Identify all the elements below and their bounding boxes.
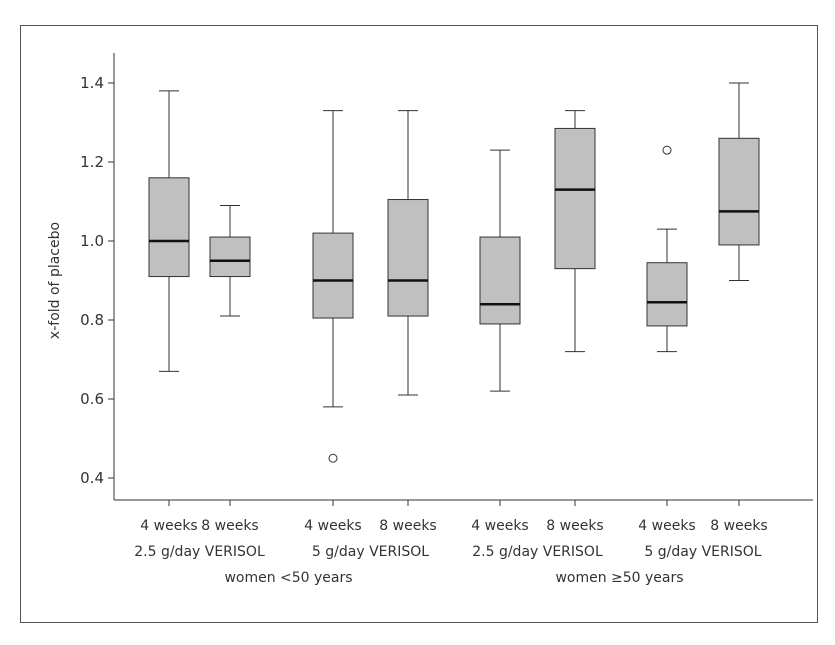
box-iqr — [387, 199, 429, 317]
y-tick-label: 0.6 — [80, 390, 104, 408]
box-iqr — [718, 137, 760, 246]
box-group — [209, 204, 251, 317]
week-label: 8 weeks — [201, 518, 258, 534]
axes: 0.4 0.6 0.8 1.0 1.2 1.4 — [80, 53, 813, 506]
week-label: 8 weeks — [710, 518, 767, 534]
box-group — [387, 110, 429, 396]
box-group — [312, 110, 354, 463]
dose-group-label: 2.5 g/day VERISOL — [472, 544, 603, 560]
boxes — [148, 82, 760, 463]
y-tick-label: 1.2 — [80, 153, 104, 171]
y-tick-label: 0.4 — [80, 469, 104, 487]
week-label: 8 weeks — [379, 518, 436, 534]
outlier-point — [662, 145, 672, 155]
age-group-label: women ≥50 years — [555, 570, 683, 586]
box-iqr — [148, 177, 190, 278]
week-label: 8 weeks — [546, 518, 603, 534]
box-group — [718, 82, 760, 281]
y-tick-label: 1.4 — [80, 74, 104, 92]
labels: 4 weeks 8 weeks 4 weeks 8 weeks 4 weeks 8 wee… — [134, 518, 767, 586]
boxplot-chart: 0.40.60.81.01.21.4 4 weeks 8 weeks 4 weeks… — [47, 53, 813, 586]
box-group — [479, 149, 521, 392]
week-label: 4 weeks — [304, 518, 361, 534]
box-iqr — [312, 232, 354, 319]
age-group-label: women <50 years — [224, 570, 352, 586]
week-label: 4 weeks — [140, 518, 197, 534]
box-group — [148, 90, 190, 372]
box-iqr — [209, 236, 251, 278]
outlier-point — [328, 453, 338, 463]
chart-frame: 0.4 0.6 0.8 1.0 1.2 1.4 4 weeks 8 weeks 4 weeks… — [20, 25, 818, 623]
box-iqr — [646, 262, 688, 327]
dose-group-label: 5 g/day VERISOL — [312, 544, 429, 560]
box-group — [646, 145, 688, 353]
y-tick-label: 1.0 — [80, 232, 104, 250]
y-axis-title: x-fold of placebo — [47, 222, 63, 339]
box-iqr — [554, 127, 596, 270]
box-iqr — [479, 236, 521, 325]
week-label: 4 weeks — [638, 518, 695, 534]
box-group — [554, 110, 596, 353]
week-label: 4 weeks — [471, 518, 528, 534]
dose-group-label: 2.5 g/day VERISOL — [134, 544, 265, 560]
dose-group-label: 5 g/day VERISOL — [644, 544, 761, 560]
y-tick-label: 0.8 — [80, 311, 104, 329]
